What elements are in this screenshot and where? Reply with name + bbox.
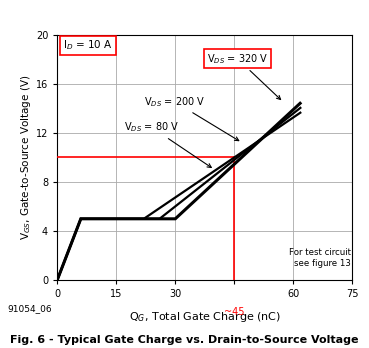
Text: For test circuit
see figure 13: For test circuit see figure 13 xyxy=(289,248,351,268)
X-axis label: Q$_G$, Total Gate Charge (nC): Q$_G$, Total Gate Charge (nC) xyxy=(129,310,281,324)
Text: ~45: ~45 xyxy=(224,307,245,317)
Text: V$_{DS}$ = 200 V: V$_{DS}$ = 200 V xyxy=(144,95,239,141)
Text: V$_{DS}$ = 80 V: V$_{DS}$ = 80 V xyxy=(124,120,211,167)
Text: V$_{DS}$ = 320 V: V$_{DS}$ = 320 V xyxy=(207,52,280,100)
Text: I$_D$ = 10 A: I$_D$ = 10 A xyxy=(63,39,113,52)
Text: 91054_06: 91054_06 xyxy=(7,304,52,314)
Text: Fig. 6 - Typical Gate Charge vs. Drain-to-Source Voltage: Fig. 6 - Typical Gate Charge vs. Drain-t… xyxy=(10,334,359,345)
Y-axis label: V$_{GS}$, Gate-to-Source Voltage (V): V$_{GS}$, Gate-to-Source Voltage (V) xyxy=(19,75,33,240)
